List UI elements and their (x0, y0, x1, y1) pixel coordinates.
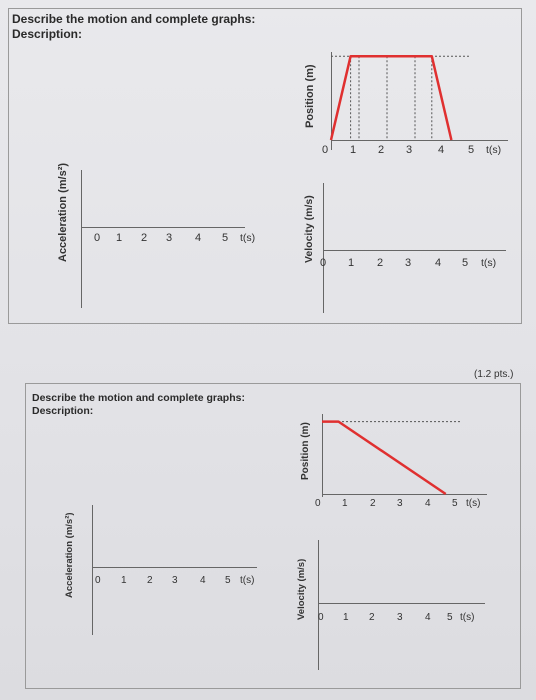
tick: 2 (377, 257, 384, 269)
problem1-velocity-y-axis (323, 183, 324, 313)
problem2-panel (25, 383, 521, 689)
points-label: (1.2 pts.) (474, 369, 514, 380)
tick: 4 (425, 612, 431, 623)
tick: 5 (222, 232, 229, 244)
problem2-acceleration-y-axis (92, 505, 93, 635)
tick: 0 (315, 498, 321, 509)
tick-unit: t(s) (240, 232, 256, 244)
tick: 1 (343, 612, 349, 623)
tick: 1 (342, 498, 348, 509)
problem1-acceleration-axis-label: Acceleration (m/s²) (57, 162, 69, 262)
tick-unit: t(s) (481, 257, 497, 269)
tick: 2 (147, 575, 153, 586)
tick: 1 (121, 575, 127, 586)
problem1-position-axis-label: Position (m) (304, 64, 316, 128)
tick: 4 (425, 498, 431, 509)
tick: 0 (318, 612, 324, 623)
tick: 0 (320, 257, 327, 269)
tick: 1 (350, 144, 357, 156)
problem1-heading: Describe the motion and complete graphs: (12, 12, 256, 26)
tick: 0 (322, 144, 329, 156)
problem2-acceleration-axis-label: Acceleration (m/s²) (64, 512, 75, 598)
tick: 4 (435, 257, 442, 269)
tick: 1 (116, 232, 123, 244)
problem2-position-axis-label: Position (m) (300, 422, 311, 480)
tick: 5 (452, 498, 458, 509)
tick-unit: t(s) (240, 575, 255, 586)
tick: 0 (95, 575, 101, 586)
problem1-velocity-axis-label: Velocity (m/s) (303, 195, 315, 263)
problem1-panel (8, 8, 522, 324)
tick-unit: t(s) (460, 612, 475, 623)
tick: 2 (369, 612, 375, 623)
tick: 2 (370, 498, 376, 509)
tick: 1 (348, 257, 355, 269)
problem2-velocity-y-axis (318, 540, 319, 670)
position-series-line (322, 420, 447, 496)
problem1-acceleration-x-axis (81, 227, 245, 228)
tick: 3 (172, 575, 178, 586)
tick: 4 (195, 232, 202, 244)
problem2-heading: Describe the motion and complete graphs: (32, 392, 245, 404)
problem1-acceleration-y-axis (81, 170, 82, 308)
tick: 0 (94, 232, 101, 244)
position-series-line (329, 54, 453, 141)
tick: 5 (447, 612, 453, 623)
problem2-velocity-x-axis (318, 603, 485, 604)
tick-unit: t(s) (466, 498, 481, 509)
problem2-description-label: Description: (32, 405, 94, 417)
problem1-position-x-axis (331, 140, 508, 141)
problem2-acceleration-x-axis (92, 567, 257, 568)
tick: 2 (141, 232, 148, 244)
tick-unit: t(s) (486, 144, 502, 156)
problem1-position-graph (329, 54, 471, 141)
tick: 4 (200, 575, 206, 586)
tick: 2 (378, 144, 385, 156)
tick: 4 (438, 144, 445, 156)
tick: 3 (405, 257, 412, 269)
problem1-position-y-axis (331, 52, 332, 150)
tick: 3 (166, 232, 173, 244)
problem1-velocity-x-axis (323, 250, 506, 251)
tick: 5 (468, 144, 475, 156)
problem2-position-x-axis (322, 494, 487, 495)
problem2-position-y-axis (322, 414, 323, 497)
tick: 3 (406, 144, 413, 156)
problem2-position-graph (322, 420, 462, 496)
tick: 5 (462, 257, 469, 269)
problem2-velocity-axis-label: Velocity (m/s) (296, 558, 307, 620)
tick: 3 (397, 612, 403, 623)
tick: 5 (225, 575, 231, 586)
problem1-description-label: Description: (12, 27, 83, 41)
tick: 3 (397, 498, 403, 509)
